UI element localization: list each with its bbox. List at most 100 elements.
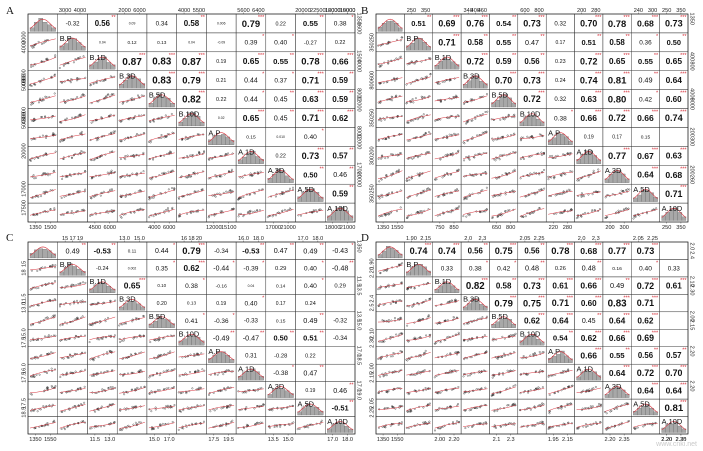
scatter-point	[253, 210, 256, 213]
scatter-point	[70, 284, 72, 287]
correlation-value: 0.45	[274, 115, 288, 122]
significance-stars: **	[625, 34, 630, 40]
scatter-point	[441, 81, 444, 83]
smooth-line	[119, 370, 145, 375]
matrix-cell	[265, 202, 296, 223]
histogram-bar	[422, 266, 427, 276]
scatter-point	[148, 216, 151, 219]
histogram-bar	[677, 212, 683, 221]
matrix-cell	[57, 70, 88, 90]
tick-label: 460	[478, 8, 487, 14]
correlation-value: 0.002	[128, 266, 137, 270]
matrix-cell	[116, 202, 148, 223]
significance-stars: **	[654, 72, 659, 78]
histogram-bar	[390, 20, 395, 32]
variable-label: A.10D	[327, 204, 348, 213]
scatter-point	[59, 140, 62, 143]
scatter-point	[95, 81, 98, 84]
significance-stars: ***	[595, 72, 602, 78]
scatter-point	[522, 355, 525, 358]
correlation-value: 0.49	[638, 76, 652, 85]
scatter-point	[189, 371, 191, 373]
matrix-cell	[602, 183, 632, 204]
correlation-value: 0.21	[216, 78, 226, 84]
scatter-point	[90, 323, 93, 326]
scatter-point	[519, 177, 522, 180]
scatter-point	[110, 169, 113, 172]
tick-label: 250	[370, 33, 376, 42]
scatter-point	[423, 369, 426, 372]
tick-label: 5000	[22, 79, 28, 91]
scatter-point	[526, 135, 529, 138]
smooth-line	[377, 208, 403, 217]
tick-label: 17.0	[298, 236, 309, 242]
scatter-point	[122, 391, 125, 394]
scatter-point	[60, 197, 63, 199]
smooth-line	[59, 95, 86, 103]
scatter-point	[219, 210, 222, 213]
density-line	[519, 113, 545, 124]
tick-label: 200	[605, 225, 614, 231]
smooth-line	[491, 152, 516, 160]
significance-stars: **	[540, 260, 545, 266]
scatter-point	[439, 341, 442, 344]
scatter-point	[407, 158, 410, 160]
density-line	[377, 18, 403, 29]
significance-stars: ***	[595, 53, 602, 59]
scatter-point	[38, 373, 41, 376]
scatter-point	[438, 82, 441, 85]
scatter-point	[385, 81, 388, 84]
scatter-point	[466, 374, 469, 377]
significance-stars: ***	[453, 243, 460, 249]
scatter-point	[260, 387, 263, 389]
variable-label: B.1D	[89, 53, 105, 62]
significance-stars: ***	[567, 313, 574, 319]
scatter-point	[227, 152, 230, 155]
scatter-point	[384, 214, 387, 217]
correlation-value: 0.56	[468, 246, 484, 255]
scatter-point	[289, 187, 291, 190]
smooth-line	[208, 153, 235, 159]
scatter-point	[400, 421, 403, 424]
smooth-line	[89, 94, 116, 104]
tick-label: 13.5	[268, 437, 279, 443]
significance-stars: **	[427, 15, 432, 21]
smooth-line	[59, 172, 86, 178]
tick-label: 8000	[356, 126, 362, 138]
panel-B: B0.51**0.69***0.76***0.54**0.73***0.32 0.…	[361, 5, 695, 231]
density-line	[491, 94, 516, 105]
scatter-point	[227, 170, 230, 173]
correlation-value: 0.68	[665, 170, 682, 180]
significance-stars: ***	[595, 278, 602, 284]
scatter-point	[111, 386, 114, 389]
histogram-bar	[51, 27, 56, 32]
matrix-cell	[87, 183, 118, 204]
scatter-point	[260, 405, 263, 407]
matrix-cell	[116, 363, 148, 382]
scatter-point	[44, 317, 47, 320]
significance-stars: ***	[595, 91, 602, 97]
scatter-point	[54, 280, 56, 282]
scatter-point	[30, 324, 33, 327]
significance-stars: **	[654, 53, 659, 59]
matrix-cell	[489, 165, 519, 185]
tick-label: 4500	[22, 112, 28, 124]
scatter-point	[99, 194, 102, 197]
scatter-point	[633, 215, 636, 218]
scatter-point	[53, 92, 56, 95]
tick-label: 800	[506, 225, 515, 231]
scatter-point	[380, 340, 383, 343]
tick-label: 13.0	[22, 302, 28, 313]
scatter-point	[110, 370, 113, 372]
scatter-point	[195, 352, 198, 355]
scatter-point	[474, 117, 477, 120]
scatter-point	[389, 117, 392, 120]
scatter-point	[72, 61, 75, 64]
scatter-point	[496, 194, 499, 197]
scatter-point	[452, 316, 455, 318]
variable-label: A.3D	[605, 166, 621, 175]
histogram-bar	[199, 121, 205, 127]
scatter-point	[224, 389, 227, 392]
matrix-cell	[432, 183, 462, 204]
smooth-line	[297, 209, 324, 216]
